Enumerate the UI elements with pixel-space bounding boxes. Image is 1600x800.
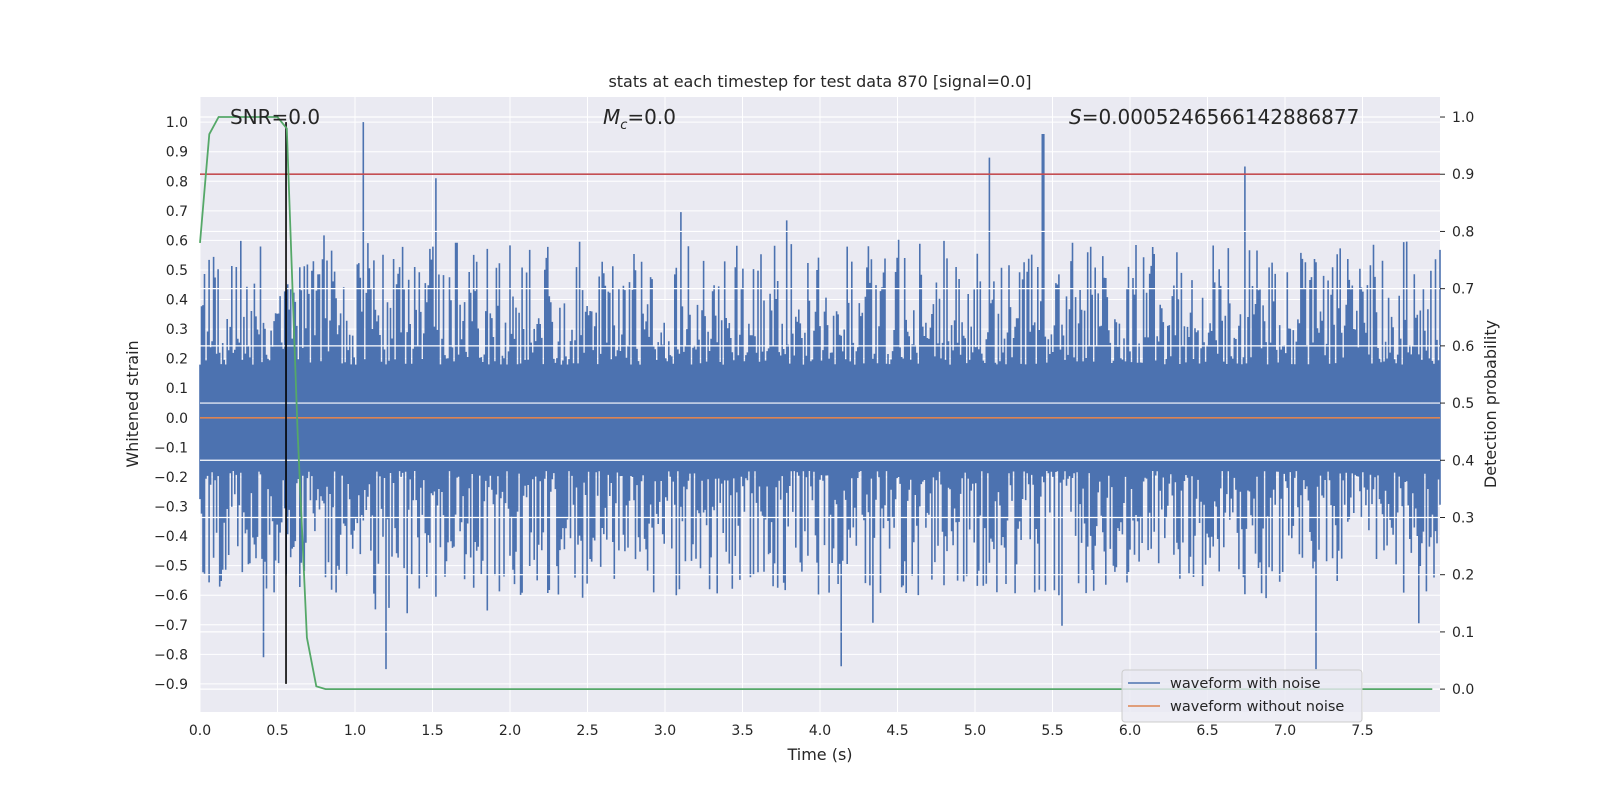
y-tick-label: −0.5 (154, 559, 188, 575)
chirp-mass-symbol: M (603, 105, 620, 129)
y2-tick-label: 0.0 (1452, 682, 1474, 698)
x-tick-label: 0.0 (189, 723, 211, 739)
y-tick-label: −0.3 (154, 500, 188, 516)
y2-tick-label: 0.3 (1452, 510, 1474, 526)
x-tick-label: 4.0 (809, 723, 831, 739)
y2-axis-label: Detection probability (1481, 320, 1500, 488)
x-tick-label: 2.0 (499, 723, 521, 739)
s-annotation: S=0.0005246566142886877 (1069, 105, 1359, 129)
x-tick-label: 2.5 (576, 723, 598, 739)
y-tick-label: −0.4 (154, 529, 188, 545)
x-tick-label: 3.0 (654, 723, 676, 739)
chirp-mass-subscript: c (620, 118, 627, 133)
legend-box (1121, 669, 1363, 723)
overlay-lines (199, 116, 1440, 690)
detection-probability-line (199, 116, 1433, 690)
noise-trace (199, 122, 1441, 670)
y-tick-label: 0.3 (166, 322, 188, 338)
x-tick-label: 5.5 (1041, 723, 1063, 739)
x-tick-label: 4.5 (886, 723, 908, 739)
y2-tick-label: 0.7 (1452, 282, 1474, 298)
y-tick-label: 0.5 (166, 263, 188, 279)
x-tick-label: 7.5 (1351, 723, 1373, 739)
y-axis-label: Whitened strain (123, 340, 142, 467)
y-tick-label: 0.2 (166, 352, 188, 368)
x-tick-label: 0.5 (266, 723, 288, 739)
y-tick-label: 0.4 (166, 293, 188, 309)
snr-annotation: SNR=0.0 (230, 105, 320, 129)
y-tick-label: 0.0 (166, 411, 188, 427)
y-tick-label: −0.8 (154, 647, 188, 663)
x-tick-label: 1.0 (344, 723, 366, 739)
y-tick-label: −0.7 (154, 618, 188, 634)
y-tick-label: 0.6 (166, 233, 188, 249)
x-tick-label: 3.5 (731, 723, 753, 739)
legend: waveform with noise waveform without noi… (1121, 669, 1363, 723)
x-tick-label: 6.0 (1119, 723, 1141, 739)
chirp-mass-value: =0.0 (627, 105, 676, 129)
y-tick-label: −0.2 (154, 470, 188, 486)
legend-label-waveform-with-noise: waveform with noise (1170, 676, 1321, 692)
y2-tick-label: 0.2 (1452, 568, 1474, 584)
s-symbol: S (1069, 105, 1082, 129)
chirp-mass-annotation: Mc=0.0 (603, 105, 676, 133)
x-tick-label: 5.0 (964, 723, 986, 739)
axis-ticks: 0.0 0.5 1.0 1.5 2.0 2.5 3.0 3.5 4.0 4.5 5.0 5.5 6.0 6… (154, 110, 1474, 739)
y2-tick-label: 0.4 (1452, 453, 1474, 469)
y2-tick-label: 0.1 (1452, 625, 1474, 641)
legend-label-waveform-without-noise: waveform without noise (1170, 699, 1344, 715)
x-tick-label: 7.0 (1274, 723, 1296, 739)
y-tick-label: −0.1 (154, 440, 188, 456)
y-tick-label: 0.9 (166, 145, 188, 161)
y2-tick-label: 0.5 (1452, 396, 1474, 412)
y-tick-label: 0.1 (166, 381, 188, 397)
y-tick-label: −0.9 (154, 677, 188, 693)
y2-tick-label: 1.0 (1452, 110, 1474, 126)
y-tick-label: 1.0 (166, 115, 188, 131)
y-tick-label: 0.8 (166, 174, 188, 190)
s-value: =0.0005246566142886877 (1082, 105, 1360, 129)
y2-tick-label: 0.9 (1452, 167, 1474, 183)
x-tick-label: 6.5 (1196, 723, 1218, 739)
chart-title: stats at each timestep for test data 870… (608, 72, 1031, 91)
x-axis-label: Time (s) (786, 745, 852, 764)
x-tick-label: 1.5 (421, 723, 443, 739)
y2-tick-label: 0.6 (1452, 339, 1474, 355)
y2-tick-label: 0.8 (1452, 224, 1474, 240)
y-tick-label: 0.7 (166, 204, 188, 220)
y-tick-label: −0.6 (154, 588, 188, 604)
